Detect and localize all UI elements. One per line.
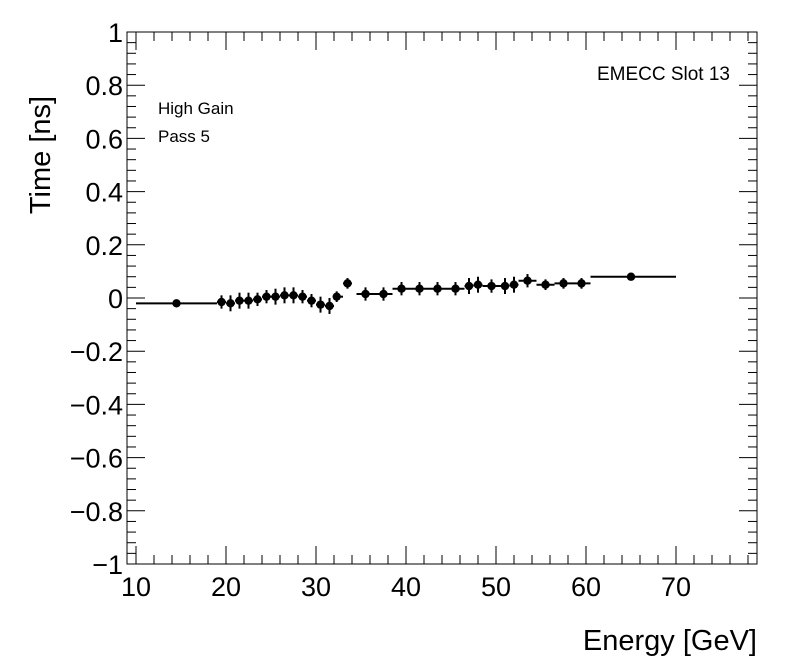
data-point: [280, 287, 289, 304]
marker: [298, 292, 307, 301]
y-tick-label: 0: [108, 284, 123, 314]
data-point: [217, 295, 226, 309]
x-tick-label: 20: [211, 572, 241, 602]
y-tick-label: −0.8: [70, 497, 123, 527]
data-point: [332, 291, 343, 302]
data-point: [410, 282, 429, 296]
x-tick-label: 50: [481, 572, 511, 602]
marker: [262, 292, 271, 301]
data-point: [298, 290, 307, 304]
y-tick-label: −0.4: [70, 390, 123, 420]
data-point: [554, 278, 573, 289]
marker: [473, 280, 483, 289]
marker: [307, 296, 316, 305]
data-series: [136, 272, 676, 314]
marker: [433, 284, 442, 293]
marker: [289, 291, 298, 300]
data-point: [289, 287, 298, 304]
data-point: [253, 292, 262, 306]
data-point: [374, 287, 393, 301]
x-tick-label: 70: [661, 572, 691, 602]
marker: [316, 300, 325, 309]
marker: [500, 281, 510, 291]
data-point: [572, 278, 591, 289]
marker: [379, 289, 388, 299]
data-point: [316, 296, 325, 313]
y-tick-label: 0.8: [85, 71, 123, 101]
annotation-slot: EMECC Slot 13: [597, 64, 730, 85]
marker: [172, 299, 181, 308]
marker: [332, 292, 341, 301]
marker: [523, 276, 532, 285]
x-tick-label: 30: [301, 572, 331, 602]
marker: [361, 289, 370, 299]
marker: [541, 280, 550, 289]
y-tick-label: 1: [108, 18, 123, 48]
x-tick-label: 10: [121, 572, 151, 602]
annotation-pass: Pass 5: [158, 127, 210, 146]
data-point: [235, 292, 244, 309]
y-tick-label: 0.6: [85, 124, 123, 154]
y-tick-label: −0.6: [70, 444, 123, 474]
data-point: [262, 290, 271, 304]
marker: [325, 301, 334, 311]
y-axis-title: Time [ns]: [25, 96, 57, 214]
marker: [343, 279, 352, 288]
x-tick-label: 40: [391, 572, 421, 602]
annotation-gain: High Gain: [158, 99, 234, 118]
data-point: [271, 288, 280, 305]
marker: [235, 296, 244, 305]
data-point: [307, 294, 316, 308]
y-axis-ticks: 1 0.8 0.6 0.4 0.2 0 −0.2 −0.4 −0.6 −0.8 −1: [70, 18, 757, 580]
y-tick-label: 0.2: [85, 231, 123, 261]
data-point: [473, 276, 483, 293]
marker: [217, 297, 226, 307]
x-axis-ticks: 10 20 30 40 50 60 70: [121, 32, 749, 602]
x-axis-title: Energy [GeV]: [583, 625, 757, 657]
marker: [415, 284, 424, 293]
data-point: [136, 299, 217, 308]
marker: [280, 291, 289, 300]
y-tick-label: 0.4: [85, 178, 123, 208]
data-point: [518, 274, 537, 288]
marker: [244, 296, 253, 305]
data-point: [392, 282, 411, 296]
data-point: [482, 279, 501, 293]
data-point: [226, 295, 235, 312]
marker: [397, 284, 406, 293]
marker: [464, 281, 474, 291]
marker: [271, 292, 280, 301]
data-point: [590, 272, 676, 281]
data-point: [536, 279, 555, 291]
y-tick-label: −1: [92, 550, 123, 580]
data-point: [343, 278, 352, 289]
data-point: [325, 298, 334, 314]
marker: [509, 280, 519, 289]
marker: [451, 284, 460, 293]
x-tick-label: 60: [571, 572, 601, 602]
marker: [487, 281, 496, 291]
data-point: [356, 287, 375, 301]
data-point: [244, 292, 253, 309]
y-tick-label: −0.2: [70, 337, 123, 367]
data-point: [500, 278, 510, 295]
data-point: [464, 278, 474, 295]
marker: [577, 279, 586, 288]
data-point: [428, 282, 447, 296]
marker: [226, 299, 235, 308]
data-point: [509, 276, 519, 293]
data-point: [446, 282, 465, 296]
marker: [626, 272, 636, 281]
marker: [559, 279, 568, 288]
marker: [253, 295, 262, 304]
